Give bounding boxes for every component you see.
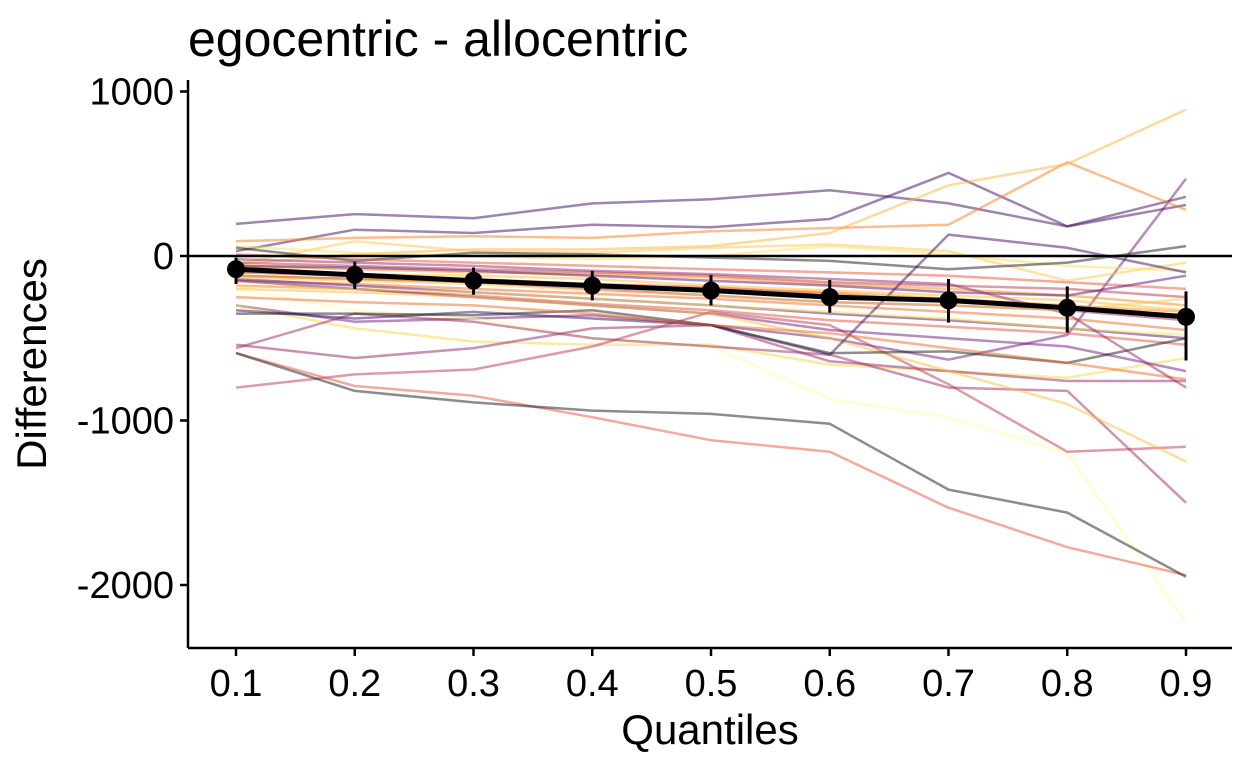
participant-line-22 bbox=[235, 351, 1187, 578]
participant-line-1 bbox=[235, 188, 1187, 228]
x-tick-label: 0.1 bbox=[210, 663, 263, 705]
mean-point-8 bbox=[1058, 298, 1077, 317]
participant-line-3 bbox=[235, 171, 1187, 253]
participant-line-6 bbox=[235, 239, 1187, 282]
x-tick-label: 0.2 bbox=[328, 663, 381, 705]
x-tick-label: 0.7 bbox=[922, 663, 975, 705]
x-tick-label: 0.5 bbox=[685, 663, 738, 705]
participant-line-23 bbox=[235, 312, 1187, 504]
participant-lines bbox=[235, 108, 1188, 624]
participant-line-4 bbox=[235, 160, 1187, 243]
participant-line-25 bbox=[235, 287, 1187, 463]
y-tick-label: -1000 bbox=[77, 401, 174, 443]
y-axis-title: Differences bbox=[8, 258, 55, 470]
participant-line-8 bbox=[235, 244, 1187, 271]
participant-line-5 bbox=[235, 108, 1187, 266]
mean-point-1 bbox=[227, 260, 245, 279]
y-axis-ticks: 1000 0 -1000 -2000 bbox=[77, 72, 188, 607]
mean-point-2 bbox=[345, 265, 364, 284]
participant-line-20 bbox=[235, 310, 1187, 454]
participant-line-9 bbox=[235, 253, 1187, 291]
x-tick-label: 0.6 bbox=[803, 663, 856, 705]
participant-line-17 bbox=[235, 304, 1187, 379]
participant-line-21 bbox=[235, 351, 1187, 577]
x-tick-label: 0.9 bbox=[1160, 663, 1213, 705]
x-axis-ticks: 0.1 0.2 0.3 0.4 0.5 0.6 0.7 0.8 0.9 bbox=[210, 648, 1213, 705]
participant-line-29 bbox=[235, 284, 1187, 337]
mean-point-6 bbox=[820, 288, 839, 307]
mean-point-5 bbox=[702, 281, 720, 300]
chart-title: egocentric - allocentric bbox=[188, 11, 688, 67]
x-tick-label: 0.8 bbox=[1041, 663, 1094, 705]
y-tick-label: -2000 bbox=[77, 565, 174, 607]
mean-point-3 bbox=[464, 271, 483, 290]
y-tick-label: 0 bbox=[153, 236, 174, 278]
mean-point-9 bbox=[1177, 307, 1195, 326]
x-axis-title: Quantiles bbox=[621, 706, 798, 753]
y-tick-label: 1000 bbox=[89, 72, 174, 114]
x-tick-label: 0.3 bbox=[447, 663, 500, 705]
x-tick-label: 0.4 bbox=[566, 663, 619, 705]
mean-layer bbox=[227, 257, 1195, 361]
mean-point-7 bbox=[939, 291, 958, 310]
mean-point-4 bbox=[583, 276, 602, 295]
participant-line-28 bbox=[235, 295, 1187, 381]
